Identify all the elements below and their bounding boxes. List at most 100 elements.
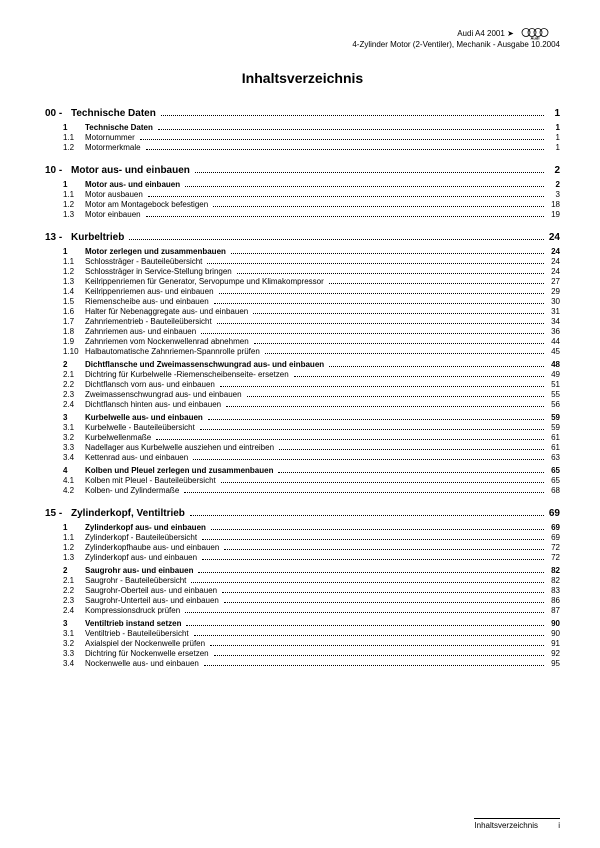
entry-page: 45 xyxy=(546,347,560,356)
toc-entry: 2.3Saugrohr-Unterteil aus- und einbauen8… xyxy=(45,596,560,605)
entry-label: Saugrohr-Oberteil aus- und einbauen xyxy=(85,586,220,595)
toc-entry: 3Kurbelwelle aus- und einbauen59 xyxy=(45,413,560,422)
leader-dots xyxy=(208,414,544,420)
leader-dots xyxy=(231,248,544,254)
entry-page: 59 xyxy=(546,423,560,432)
entry-number: 1.3 xyxy=(45,210,85,219)
leader-dots xyxy=(214,650,544,656)
entry-number: 1.9 xyxy=(45,337,85,346)
toc-section: 15 -Zylinderkopf, Ventiltrieb69 xyxy=(45,508,560,519)
toc-entry: 2.3Zweimassenschwungrad aus- und einbaue… xyxy=(45,390,560,399)
section-label: Motor aus- und einbauen xyxy=(71,165,193,176)
leader-dots xyxy=(247,391,544,397)
toc-entry: 1.2Motormerkmale1 xyxy=(45,143,560,152)
toc-entry: 1.3Motor einbauen 19 xyxy=(45,210,560,219)
entry-number: 1.8 xyxy=(45,327,85,336)
entry-page: 55 xyxy=(546,390,560,399)
entry-number: 1.2 xyxy=(45,200,85,209)
entry-label: Kurbelwellenmaße xyxy=(85,433,154,442)
leader-dots xyxy=(156,434,544,440)
entry-label: Dichtflansche und Zweimassenschwungrad a… xyxy=(85,360,327,369)
entry-page: 19 xyxy=(546,210,560,219)
leader-dots xyxy=(210,640,544,646)
entry-label: Dichtring für Kurbelwelle -Riemenscheibe… xyxy=(85,370,292,379)
leader-dots xyxy=(219,288,544,294)
toc-entry: 4.1Kolben mit Pleuel - Bauteileübersicht… xyxy=(45,476,560,485)
entry-number: 3.2 xyxy=(45,639,85,648)
toc-entry: 1Motor zerlegen und zusammenbauen24 xyxy=(45,247,560,256)
entry-page: 2 xyxy=(546,180,560,189)
leader-dots xyxy=(222,587,544,593)
entry-label: Motor einbauen xyxy=(85,210,144,219)
entry-number: 2 xyxy=(45,360,85,369)
entry-page: 36 xyxy=(546,327,560,336)
toc-entry: 1.5Riemenscheibe aus- und einbauen30 xyxy=(45,297,560,306)
toc-entry: 1.8Zahnriemen aus- und einbauen 36 xyxy=(45,327,560,336)
entry-page: 90 xyxy=(546,619,560,628)
toc-entry: 2.2Dichtflansch vorn aus- und einbauen51 xyxy=(45,380,560,389)
leader-dots xyxy=(204,660,544,666)
leader-dots xyxy=(253,308,544,314)
leader-dots xyxy=(190,509,544,517)
entry-label: Zylinderkopf aus- und einbauen xyxy=(85,553,200,562)
entry-number: 3.3 xyxy=(45,649,85,658)
toc-entry: 3.2Kurbelwellenmaße61 xyxy=(45,433,560,442)
section-label: Technische Daten xyxy=(71,108,159,119)
entry-number: 1.4 xyxy=(45,287,85,296)
entry-number: 1.3 xyxy=(45,553,85,562)
entry-label: Zahnriemen aus- und einbauen xyxy=(85,327,199,336)
entry-page: 29 xyxy=(546,287,560,296)
entry-label: Zylinderkopf - Bauteileübersicht xyxy=(85,533,200,542)
entry-number: 1 xyxy=(45,123,85,132)
toc-entry: 4Kolben und Pleuel zerlegen und zusammen… xyxy=(45,466,560,475)
entry-label: Motormerkmale xyxy=(85,143,144,152)
entry-number: 1.1 xyxy=(45,133,85,142)
header-arrow: ➤ xyxy=(507,29,514,39)
toc-section: 10 -Motor aus- und einbauen2 xyxy=(45,165,560,176)
entry-label: Halter für Nebenaggregate aus- und einba… xyxy=(85,307,251,316)
entry-number: 2 xyxy=(45,566,85,575)
toc-entry: 2.2Saugrohr-Oberteil aus- und einbauen83 xyxy=(45,586,560,595)
entry-label: Axialspiel der Nockenwelle prüfen xyxy=(85,639,208,648)
leader-dots xyxy=(185,607,544,613)
section-page: 2 xyxy=(546,165,560,176)
entry-page: 18 xyxy=(546,200,560,209)
section-page: 1 xyxy=(546,108,560,119)
entry-label: Ventiltrieb instand setzen xyxy=(85,619,184,628)
entry-page: 24 xyxy=(546,257,560,266)
leader-dots xyxy=(158,124,544,130)
entry-page: 69 xyxy=(546,533,560,542)
toc-entry: 1.4Keilrippenriemen aus- und einbauen29 xyxy=(45,287,560,296)
leader-dots xyxy=(161,109,544,117)
entry-label: Kompressionsdruck prüfen xyxy=(85,606,183,615)
leader-dots xyxy=(329,361,544,367)
page-title: Inhaltsverzeichnis xyxy=(45,70,560,86)
entry-label: Keilrippenriemen für Generator, Servopum… xyxy=(85,277,327,286)
leader-dots xyxy=(146,144,544,150)
entry-label: Schlossträger in Service-Stellung bringe… xyxy=(85,267,235,276)
leader-dots xyxy=(211,524,544,530)
entry-page: 69 xyxy=(546,523,560,532)
toc-entry: 1.3Keilrippenriemen für Generator, Servo… xyxy=(45,277,560,286)
leader-dots xyxy=(226,401,544,407)
entry-page: 48 xyxy=(546,360,560,369)
leader-dots xyxy=(129,233,544,241)
entry-label: Nockenwelle aus- und einbauen xyxy=(85,659,202,668)
toc-entry: 3.2Axialspiel der Nockenwelle prüfen91 xyxy=(45,639,560,648)
entry-number: 3.4 xyxy=(45,659,85,668)
section-number: 00 - xyxy=(45,108,71,119)
entry-number: 1 xyxy=(45,523,85,532)
leader-dots xyxy=(329,278,544,284)
leader-dots xyxy=(207,258,544,264)
entry-page: 72 xyxy=(546,543,560,552)
entry-label: Dichtflansch vorn aus- und einbauen xyxy=(85,380,218,389)
section-label: Kurbeltrieb xyxy=(71,232,127,243)
leader-dots xyxy=(214,298,544,304)
entry-number: 2.1 xyxy=(45,370,85,379)
entry-number: 3.2 xyxy=(45,433,85,442)
entry-number: 2.2 xyxy=(45,586,85,595)
entry-page: 3 xyxy=(546,190,560,199)
toc-entry: 1.9Zahnriemen vom Nockenwellenrad abnehm… xyxy=(45,337,560,346)
entry-number: 1.5 xyxy=(45,297,85,306)
entry-number: 3.4 xyxy=(45,453,85,462)
